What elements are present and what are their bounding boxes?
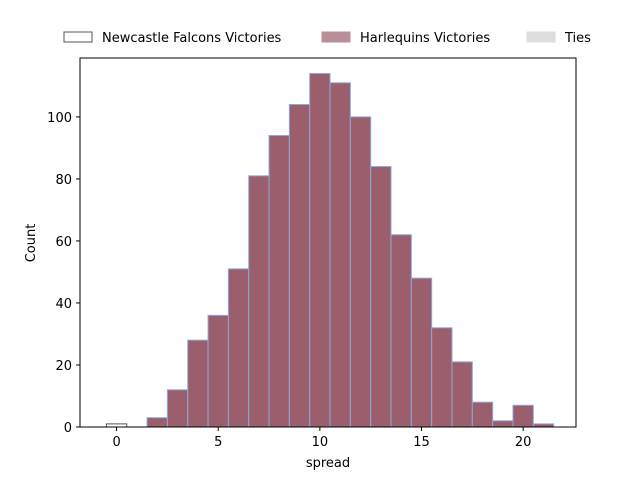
bar-series1-bin4: [227, 268, 250, 428]
bar-series1-bin9: [329, 82, 351, 428]
y-tick-label-4: 80: [55, 173, 72, 188]
bar-series1-bin5: [248, 175, 270, 428]
legend-swatch-harlequins: [321, 31, 351, 43]
bar-series1-bin10: [349, 116, 372, 428]
bar-series1-bin2: [187, 339, 209, 428]
x-tick-label-2: 10: [312, 435, 329, 450]
y-axis-label: Count: [24, 224, 39, 263]
x-axis-label: spread: [306, 456, 350, 471]
legend-swatch-newcastle: [63, 31, 93, 43]
bar-series1-bin3: [207, 314, 229, 428]
x-tick-label-3: 15: [413, 435, 430, 450]
y-tick-label-5: 100: [47, 111, 72, 126]
legend-label-ties: Ties: [564, 31, 591, 46]
legend: Newcastle Falcons Victories Harlequins V…: [63, 31, 591, 46]
bar-series1-bin14: [431, 327, 453, 428]
bar-series1-bin6: [268, 135, 290, 428]
bar-series1-bin7: [288, 104, 311, 428]
x-tick-label-1: 5: [214, 435, 222, 450]
bar-series1-bin13: [410, 277, 433, 428]
bar-series1-bin16: [471, 401, 494, 428]
y-tick-label-0: 0: [64, 421, 72, 436]
bar-series1-bin17: [492, 420, 514, 428]
bar-series1-bin18: [512, 404, 534, 428]
y-tick-label-2: 40: [55, 297, 72, 312]
x-ticks: 0 5 10 15 20: [112, 427, 531, 450]
bar-series1-bin12: [390, 234, 412, 428]
bar-series1-bin0: [146, 417, 168, 428]
bar-series1-bin8: [309, 73, 331, 428]
bar-series1-bin11: [370, 166, 392, 428]
y-tick-label-1: 20: [55, 359, 72, 374]
bars-group: [105, 73, 555, 428]
bar-series1-bin15: [451, 361, 473, 428]
x-tick-label-4: 20: [515, 435, 532, 450]
plot-frame: [79, 57, 577, 428]
legend-label-harlequins: Harlequins Victories: [360, 31, 490, 46]
legend-swatch-ties: [526, 31, 556, 43]
legend-label-newcastle: Newcastle Falcons Victories: [102, 31, 282, 46]
bar-series1-bin1: [166, 389, 189, 428]
y-ticks: 0 20 40 60 80 100: [47, 111, 80, 436]
x-tick-label-0: 0: [112, 435, 120, 450]
y-tick-label-3: 60: [55, 235, 72, 250]
